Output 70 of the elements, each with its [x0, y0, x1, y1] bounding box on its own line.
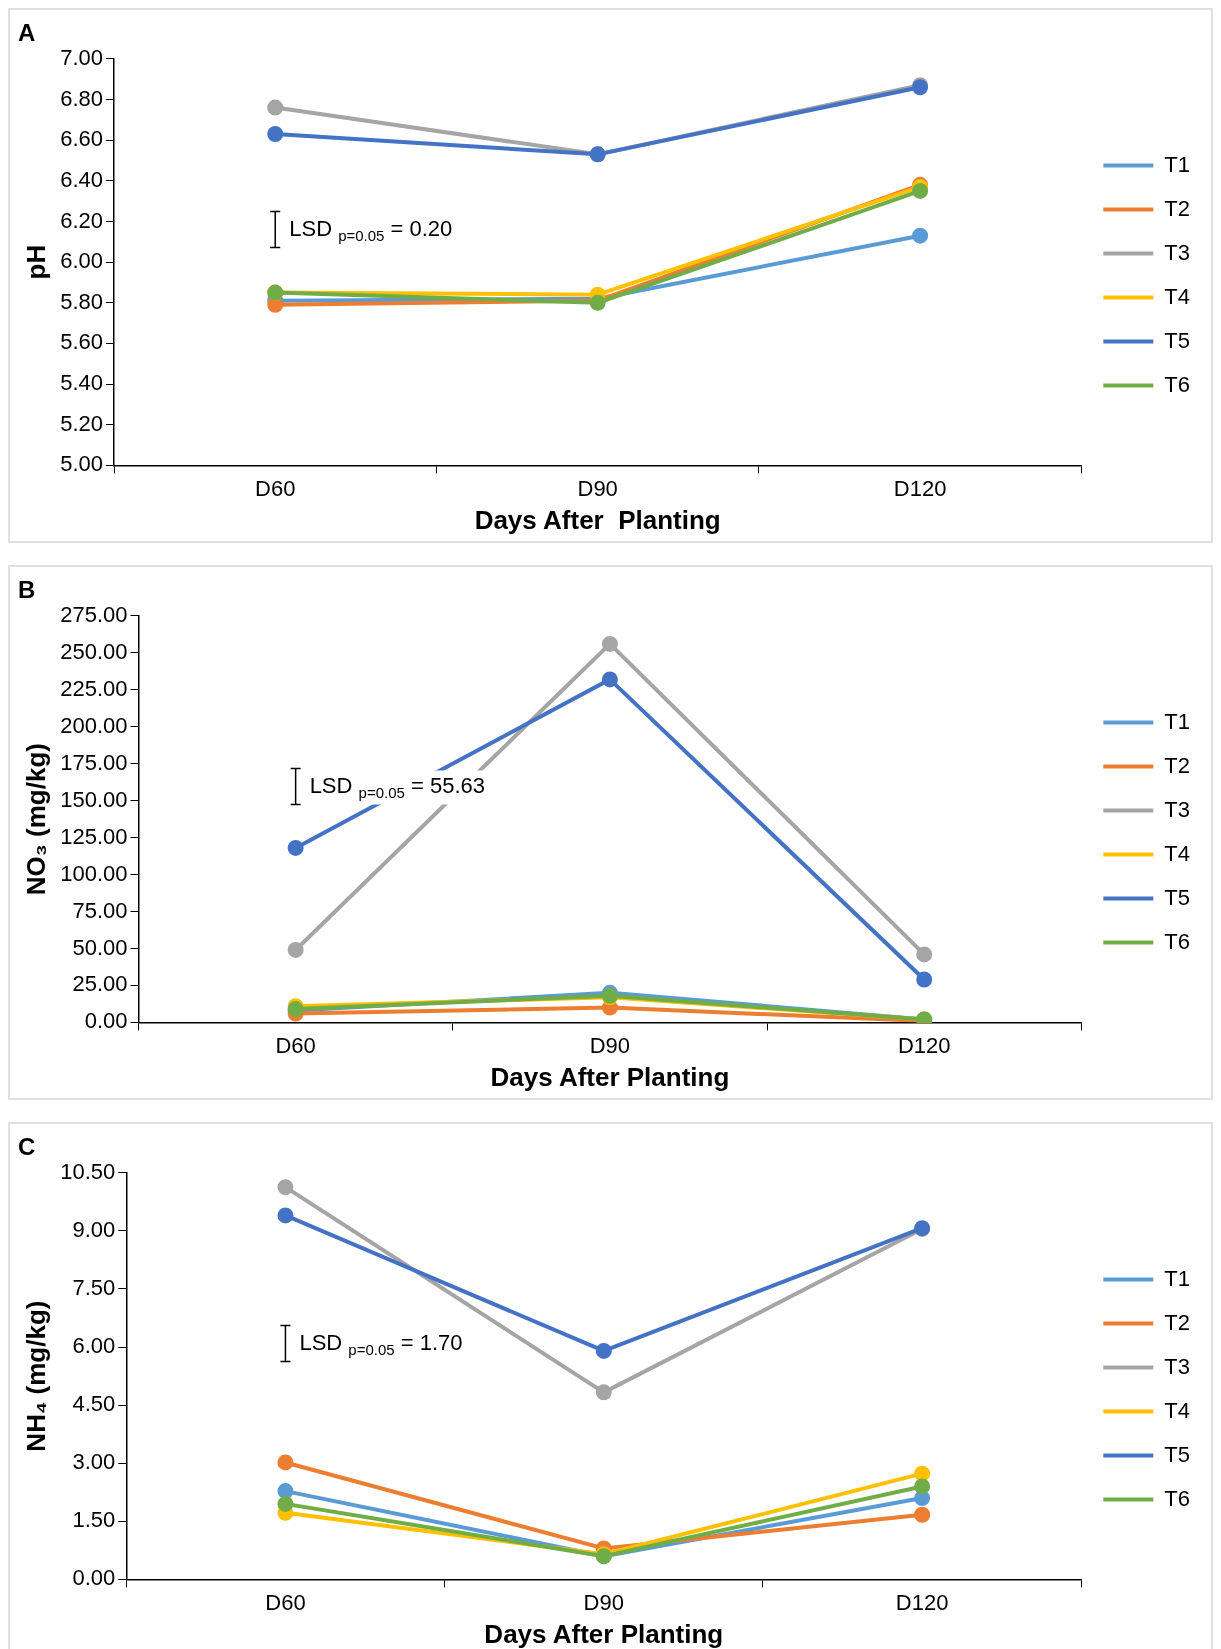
- legend-label: T3: [1164, 239, 1191, 265]
- y-axis-title: NH₄ (mg/kg): [20, 1300, 51, 1452]
- y-tick-label: 6.80: [60, 85, 104, 111]
- legend-label: T2: [1164, 752, 1191, 778]
- chart-title: C: [18, 1133, 36, 1161]
- legend-label: T6: [1164, 1485, 1191, 1511]
- y-tick-label: 225.00: [60, 675, 128, 701]
- x-axis-title: Days After Planting: [484, 1618, 724, 1649]
- y-tick-label: 9.00: [72, 1216, 116, 1242]
- legend-label: T2: [1164, 195, 1191, 221]
- y-tick-label: 7.50: [72, 1275, 116, 1301]
- y-tick-label: 1.50: [72, 1507, 116, 1533]
- y-tick-label: 0.00: [84, 1008, 128, 1034]
- y-tick-label: 275.00: [60, 601, 128, 627]
- y-tick-label: 100.00: [60, 860, 128, 886]
- x-tick-label: D120: [895, 1589, 949, 1615]
- legend-label: T5: [1164, 884, 1191, 910]
- legend-label: T1: [1164, 708, 1191, 734]
- x-axis-title: Days After Planting: [490, 1061, 730, 1092]
- legend-label: T6: [1164, 371, 1191, 397]
- legend-label: T6: [1164, 928, 1191, 954]
- y-tick-label: 6.00: [72, 1333, 116, 1359]
- x-tick-label: D60: [275, 1032, 316, 1058]
- y-tick-label: 5.20: [60, 410, 104, 436]
- annotation: LSD p=0.05 = 0.20: [289, 215, 453, 244]
- y-tick-label: 7.00: [60, 44, 104, 70]
- y-axis-title: pH: [20, 244, 51, 280]
- y-tick-label: 250.00: [60, 638, 128, 664]
- legend-label: T1: [1164, 151, 1191, 177]
- y-tick-label: 4.50: [72, 1391, 116, 1417]
- x-tick-label: D120: [893, 475, 947, 501]
- legend-label: T5: [1164, 1441, 1191, 1467]
- y-tick-label: 125.00: [60, 823, 128, 849]
- x-tick-label: D60: [265, 1589, 306, 1615]
- x-tick-label: D60: [255, 475, 296, 501]
- y-tick-label: 5.80: [60, 288, 104, 314]
- y-tick-label: 6.40: [60, 166, 104, 192]
- y-tick-label: 175.00: [60, 749, 128, 775]
- legend-label: T4: [1164, 283, 1191, 309]
- y-tick-label: 150.00: [60, 786, 128, 812]
- y-tick-label: 6.00: [60, 248, 104, 274]
- legend-label: T3: [1164, 1353, 1191, 1379]
- y-tick-label: 3.00: [72, 1449, 116, 1475]
- chart-title: A: [18, 19, 36, 47]
- legend-label: T4: [1164, 1397, 1191, 1423]
- y-tick-label: 5.40: [60, 370, 104, 396]
- legend-label: T4: [1164, 840, 1191, 866]
- annotation: LSD p=0.05 = 1.70: [299, 1329, 463, 1358]
- legend-label: T1: [1164, 1265, 1191, 1291]
- annotation: LSD p=0.05 = 55.63: [309, 772, 485, 801]
- y-tick-label: 0.00: [72, 1565, 116, 1591]
- legend-label: T3: [1164, 796, 1191, 822]
- y-tick-label: 6.20: [60, 207, 104, 233]
- y-tick-label: 50.00: [72, 934, 128, 960]
- x-tick-label: D90: [577, 475, 618, 501]
- legend-label: T5: [1164, 327, 1191, 353]
- y-tick-label: 10.50: [60, 1158, 116, 1184]
- x-axis-title: Days After Planting: [474, 504, 721, 535]
- y-tick-label: 75.00: [72, 897, 128, 923]
- y-tick-label: 5.00: [60, 451, 104, 477]
- y-tick-label: 6.60: [60, 126, 104, 152]
- chart-title: B: [18, 576, 36, 604]
- y-axis-title: NO₃ (mg/kg): [20, 743, 51, 896]
- y-tick-label: 25.00: [72, 971, 128, 997]
- x-tick-label: D90: [589, 1032, 631, 1058]
- y-tick-label: 5.60: [60, 329, 104, 355]
- legend-label: T2: [1164, 1309, 1191, 1335]
- x-tick-label: D90: [583, 1589, 624, 1615]
- y-tick-label: 200.00: [60, 712, 128, 738]
- x-tick-label: D120: [897, 1032, 951, 1058]
